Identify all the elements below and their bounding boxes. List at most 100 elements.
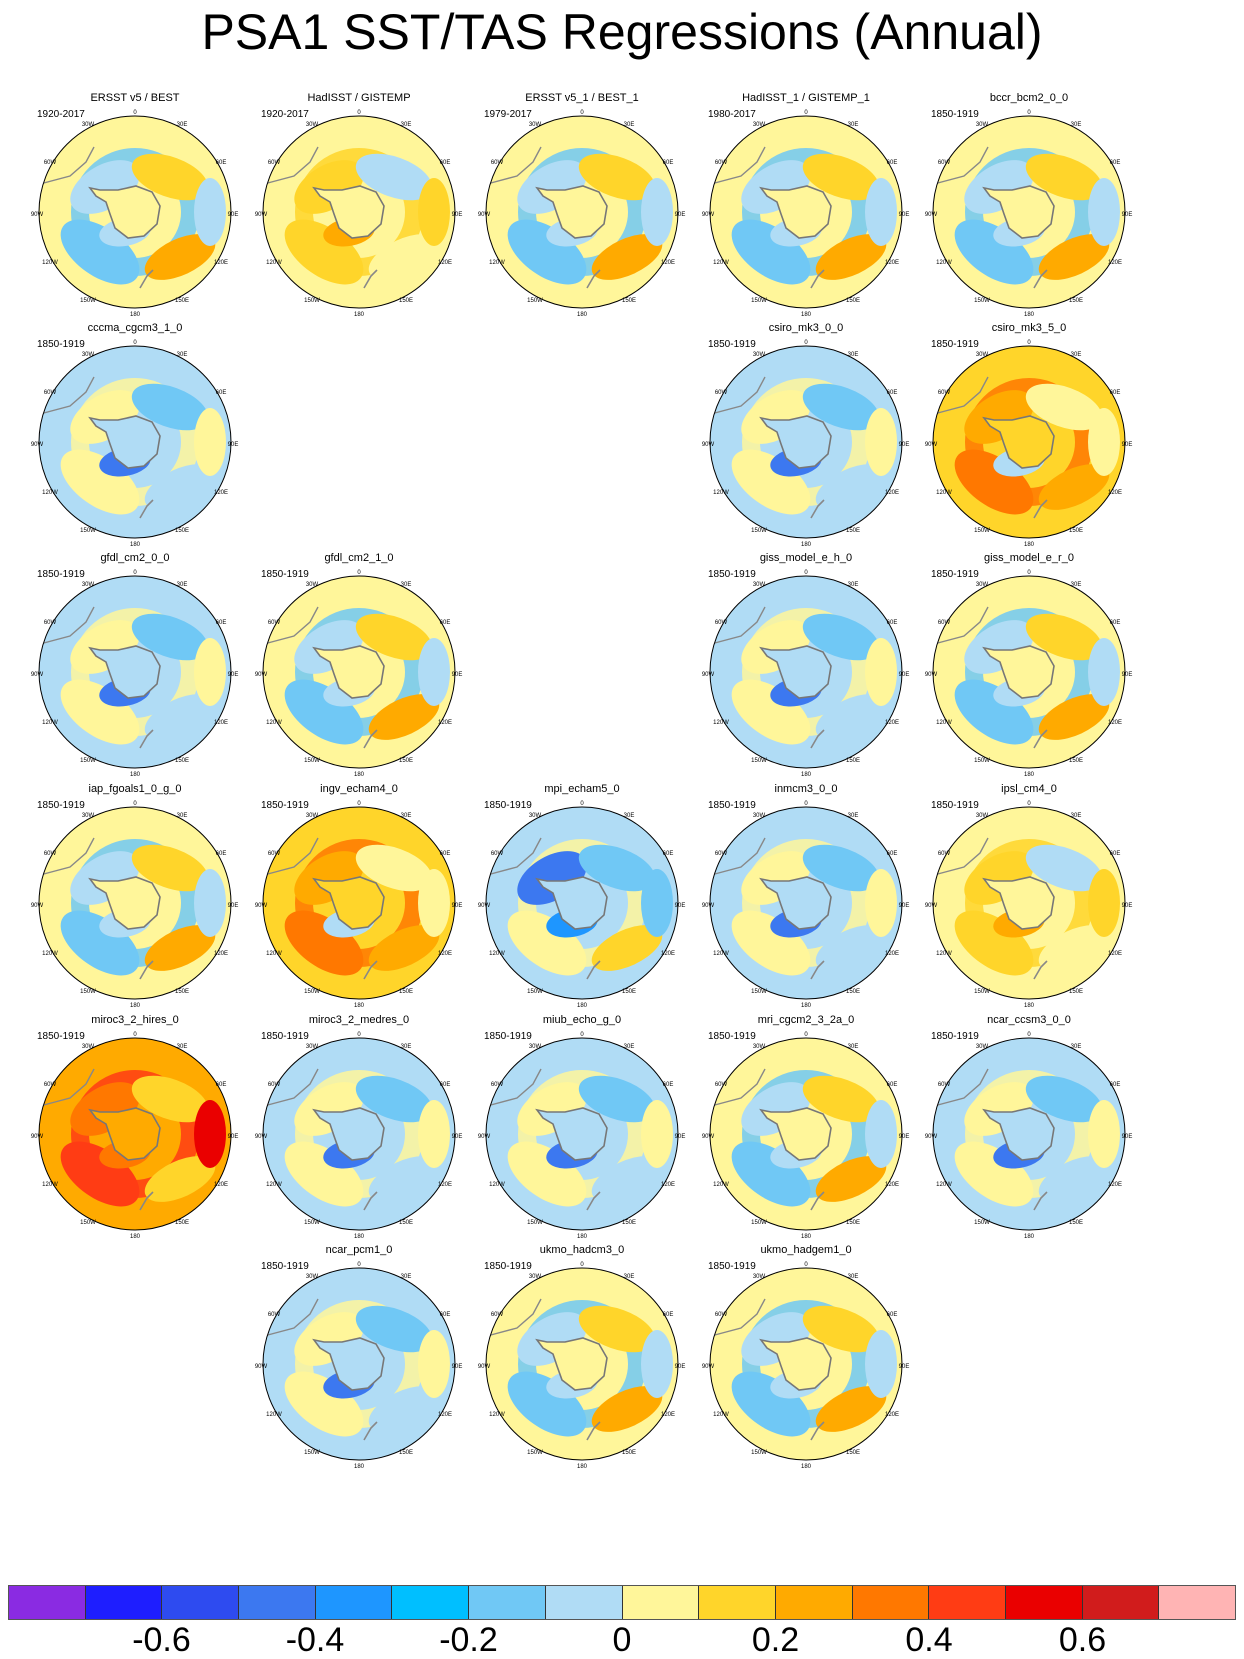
anomaly-region bbox=[731, 679, 811, 745]
longitude-label: 150W bbox=[304, 989, 320, 995]
colorbar-label: 0.2 bbox=[751, 1621, 800, 1659]
anomaly-region bbox=[131, 844, 209, 892]
anomaly-region bbox=[368, 925, 440, 971]
longitude-label: 30W bbox=[306, 122, 319, 128]
longitude-label: 180 bbox=[801, 772, 812, 778]
longitude-label: 0 bbox=[1027, 801, 1031, 807]
longitude-label: 90W bbox=[702, 1134, 715, 1140]
map-border bbox=[262, 1037, 456, 1231]
anomaly-region bbox=[418, 869, 450, 937]
anomaly-region bbox=[418, 1330, 450, 1398]
map-panels-grid: 0 30W 30E 60W 60E 90W 90E 120W 120E 150W 150E 180 ER… bbox=[31, 92, 1133, 1470]
anomaly-region bbox=[578, 153, 656, 201]
new-zealand-coast bbox=[586, 269, 601, 289]
panel-period: 1920-2017 bbox=[261, 109, 309, 120]
longitude-label: 30W bbox=[306, 813, 319, 819]
longitude-label: 180 bbox=[354, 312, 365, 318]
panel-period: 1850-1919 bbox=[37, 800, 85, 811]
longitude-label: 60E bbox=[887, 1082, 898, 1088]
south-america-coast bbox=[486, 837, 542, 876]
anomaly-region bbox=[131, 153, 209, 201]
longitude-label: 30E bbox=[401, 1044, 412, 1050]
antarctica-outline bbox=[535, 876, 608, 930]
antarctica-outline bbox=[535, 1337, 608, 1391]
longitude-label: 30E bbox=[177, 813, 188, 819]
longitude-label: 180 bbox=[577, 1464, 588, 1470]
longitude-label: 30E bbox=[1071, 1044, 1082, 1050]
new-zealand-coast bbox=[363, 960, 378, 980]
polar-map: 0 30W 30E 60W 60E 90W 90E 120W 120E 150W 150E 180 bbox=[702, 1262, 910, 1470]
anomaly-region bbox=[1025, 844, 1103, 892]
polar-map: 0 30W 30E 60W 60E 90W 90E 120W 120E 150W 150E 180 bbox=[478, 1262, 686, 1470]
longitude-label: 30W bbox=[82, 582, 95, 588]
anomaly-region bbox=[802, 153, 880, 201]
south-america-coast bbox=[486, 1298, 542, 1337]
longitude-label: 120E bbox=[885, 720, 899, 726]
longitude-label: 150E bbox=[846, 1220, 860, 1226]
longitude-label: 150E bbox=[622, 1220, 636, 1226]
longitude-label: 120E bbox=[438, 260, 452, 266]
longitude-label: 150W bbox=[527, 1220, 543, 1226]
polar-map: 0 30W 30E 60W 60E 90W 90E 120W 120E 150W 150E 180 bbox=[31, 570, 239, 778]
longitude-label: 30W bbox=[976, 352, 989, 358]
polar-map: 0 30W 30E 60W 60E 90W 90E 120W 120E 150W 150E 180 bbox=[478, 1032, 686, 1240]
longitude-label: 60W bbox=[268, 620, 281, 626]
polar-map: 0 30W 30E 60W 60E 90W 90E 120W 120E 150W 150E 180 bbox=[255, 110, 463, 318]
map-panel: 0 30W 30E 60W 60E 90W 90E 120W 120E 150W 150E 180 Ha… bbox=[691, 92, 921, 322]
anomaly-region bbox=[368, 1386, 440, 1432]
panel-name: csiro_mk3_5_0 bbox=[991, 322, 1067, 334]
longitude-label: 30E bbox=[848, 122, 859, 128]
longitude-label: 120W bbox=[266, 951, 282, 957]
longitude-label: 60W bbox=[938, 1082, 951, 1088]
longitude-label: 30W bbox=[306, 582, 319, 588]
longitude-label: 120E bbox=[438, 951, 452, 957]
longitude-label: 150E bbox=[1069, 989, 1083, 995]
longitude-label: 150W bbox=[751, 989, 767, 995]
longitude-label: 30E bbox=[848, 582, 859, 588]
south-america-coast bbox=[933, 1068, 989, 1107]
longitude-label: 90E bbox=[899, 903, 910, 909]
antarctica-outline bbox=[88, 645, 161, 699]
longitude-label: 90E bbox=[1122, 212, 1133, 218]
longitude-label: 90W bbox=[478, 903, 491, 909]
longitude-label: 30E bbox=[401, 813, 412, 819]
panel-name: HadISST / GISTEMP bbox=[307, 92, 411, 104]
longitude-label: 180 bbox=[1024, 772, 1035, 778]
longitude-label: 30W bbox=[976, 582, 989, 588]
map-border bbox=[485, 115, 679, 309]
longitude-label: 150W bbox=[304, 758, 320, 764]
longitude-label: 30W bbox=[529, 1044, 542, 1050]
longitude-label: 180 bbox=[354, 772, 365, 778]
south-america-coast bbox=[486, 1068, 542, 1107]
panel-name: ncar_ccsm3_0_0 bbox=[987, 1014, 1071, 1026]
map-panel: 0 30W 30E 60W 60E 90W 90E 120W 120E 150W 150E 180 mi… bbox=[244, 1014, 474, 1244]
longitude-label: 180 bbox=[577, 1234, 588, 1240]
longitude-label: 30E bbox=[177, 122, 188, 128]
anomaly-region bbox=[60, 449, 140, 515]
map-border bbox=[709, 806, 903, 1000]
panel-period: 1920-2017 bbox=[37, 109, 85, 120]
longitude-label: 120E bbox=[438, 1412, 452, 1418]
longitude-label: 150E bbox=[399, 989, 413, 995]
longitude-label: 150W bbox=[80, 758, 96, 764]
longitude-label: 90W bbox=[31, 442, 44, 448]
map-panel: 0 30W 30E 60W 60E 90W 90E 120W 120E 150W 150E 180 in… bbox=[244, 783, 474, 1013]
anomaly-region bbox=[954, 1141, 1034, 1207]
longitude-label: 60W bbox=[938, 160, 951, 166]
panel-name: ingv_echam4_0 bbox=[320, 783, 398, 795]
longitude-label: 60W bbox=[491, 160, 504, 166]
anomaly-region bbox=[815, 234, 887, 280]
longitude-label: 90W bbox=[478, 1134, 491, 1140]
panel-name: ERSST v5 / BEST bbox=[90, 92, 180, 104]
longitude-label: 60E bbox=[887, 390, 898, 396]
anomaly-region bbox=[731, 1141, 811, 1207]
anomaly-region bbox=[1038, 464, 1110, 510]
anomaly-region bbox=[731, 219, 811, 285]
polar-map: 0 30W 30E 60W 60E 90W 90E 120W 120E 150W 150E 180 bbox=[255, 570, 463, 778]
longitude-label: 90E bbox=[1122, 1134, 1133, 1140]
colorbar-box bbox=[929, 1586, 1006, 1619]
longitude-label: 60W bbox=[44, 390, 57, 396]
anomaly-region bbox=[507, 219, 587, 285]
south-america-coast bbox=[263, 606, 319, 645]
panel-period: 1850-1919 bbox=[931, 569, 979, 580]
